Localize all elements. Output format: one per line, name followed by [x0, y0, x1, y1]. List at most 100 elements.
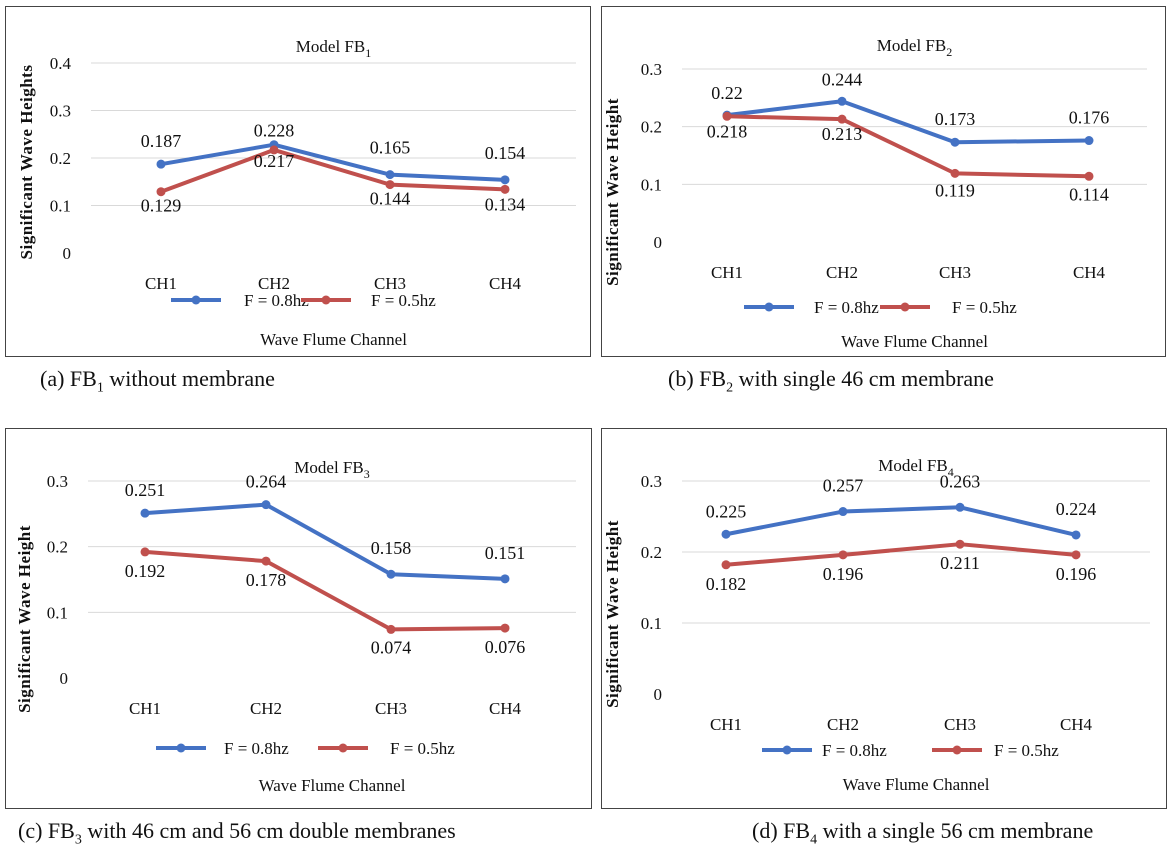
legend-label: F = 0.5hz: [994, 741, 1059, 760]
data-label: 0.154: [485, 143, 526, 163]
data-point: [500, 184, 510, 194]
y-tick-label: 0.3: [641, 472, 662, 491]
legend-label: F = 0.5hz: [390, 739, 455, 758]
data-label: 0.165: [370, 138, 411, 158]
series-line-1: [144, 502, 506, 581]
data-label: 0.264: [246, 472, 287, 492]
x-tick-label: CH2: [258, 274, 290, 293]
data-label: 0.196: [823, 564, 864, 584]
data-point: [721, 560, 731, 570]
data-label: 0.217: [254, 151, 295, 171]
data-point: [500, 623, 510, 633]
x-axis-label: Wave Flume Channel: [259, 776, 406, 795]
data-point: [500, 175, 510, 185]
data-label: 0.22: [711, 83, 743, 103]
data-point: [156, 187, 166, 197]
x-tick-label: CH3: [374, 274, 406, 293]
data-label: 0.119: [935, 180, 975, 200]
data-label: 0.211: [940, 553, 980, 573]
y-tick-label: 0.2: [50, 149, 71, 168]
legend-label: F = 0.8hz: [822, 741, 887, 760]
y-tick-label: 0.2: [47, 538, 68, 557]
x-tick-label: CH4: [1073, 263, 1106, 282]
y-tick-label: 0.1: [641, 175, 662, 194]
x-tick-label: CH2: [826, 263, 858, 282]
data-label: 0.228: [254, 121, 295, 141]
legend-label: F = 0.8hz: [244, 291, 309, 310]
data-point: [261, 556, 271, 566]
data-point: [269, 145, 279, 155]
data-label: 0.151: [485, 543, 526, 563]
legend-marker: [338, 743, 348, 753]
data-label: 0.213: [822, 124, 863, 144]
data-label: 0.196: [1056, 564, 1097, 584]
y-axis-label: Significant Wave Height: [603, 520, 622, 708]
y-axis-label: Significant Wave Height: [603, 98, 622, 286]
x-tick-label: CH3: [375, 699, 407, 718]
data-label: 0.182: [706, 574, 747, 594]
data-label: 0.187: [141, 131, 182, 151]
y-tick-label: 0: [63, 244, 72, 263]
caption-c: (c) FB3 with 46 cm and 56 cm double memb…: [18, 818, 456, 848]
y-tick-label: 0.3: [47, 472, 68, 491]
x-tick-label: CH3: [939, 263, 971, 282]
x-tick-label: CH1: [129, 699, 161, 718]
data-label: 0.218: [707, 121, 748, 141]
data-label: 0.076: [485, 637, 526, 657]
chart-panel-fb4: 0 0.1 0.2 0.3 Model FB4 CH1 CH2 CH3 CH4 Significa…: [601, 428, 1167, 809]
legend-label: F = 0.8hz: [224, 739, 289, 758]
legend-marker: [191, 295, 201, 305]
data-point: [837, 96, 847, 106]
y-tick-label: 0.3: [50, 102, 71, 121]
y-tick-label: 0.1: [50, 197, 71, 216]
data-point: [140, 547, 150, 557]
x-axis-label: Wave Flume Channel: [260, 330, 407, 349]
chart-title: Model FB1: [296, 37, 371, 60]
data-point: [386, 624, 396, 634]
chart-title-subscript: 3: [364, 467, 370, 481]
data-point: [1084, 136, 1094, 146]
y-tick-label: 0.3: [641, 60, 662, 79]
caption-b: (b) FB2 with single 46 cm membrane: [668, 366, 994, 396]
legend-marker: [900, 302, 910, 312]
chart-panel-fb2: 0 0.1 0.2 0.3 Model FB2 CH1 CH2 CH3 CH4 Significa…: [601, 6, 1166, 357]
chart-fb2: 0 0.1 0.2 0.3 Model FB2 CH1 CH2 CH3 CH4 Significa…: [603, 36, 1147, 351]
y-tick-label: 0: [60, 669, 69, 688]
data-point: [837, 114, 847, 124]
chart-title: Model FB3: [294, 458, 369, 481]
y-tick-label: 0.2: [641, 118, 662, 137]
data-point: [156, 159, 166, 169]
data-point: [1071, 530, 1081, 540]
data-point: [838, 550, 848, 560]
data-label: 0.251: [125, 480, 166, 500]
chart-fb3: 0 0.1 0.2 0.3 Model FB3 CH1 CH2 CH3 CH4 Significa…: [15, 458, 576, 795]
data-point: [722, 111, 732, 121]
data-point: [950, 168, 960, 178]
data-point: [385, 170, 395, 180]
y-tick-label: 0.1: [641, 614, 662, 633]
data-label: 0.176: [1069, 108, 1110, 128]
x-tick-label: CH2: [250, 699, 282, 718]
chart-panel-fb3: 0 0.1 0.2 0.3 Model FB3 CH1 CH2 CH3 CH4 Significa…: [5, 428, 592, 809]
data-label: 0.225: [706, 501, 747, 521]
y-tick-label: 0.4: [50, 54, 72, 73]
y-tick-label: 0.1: [47, 603, 68, 622]
data-label: 0.074: [371, 637, 412, 657]
data-label: 0.129: [141, 196, 182, 216]
x-tick-label: CH4: [1060, 715, 1093, 734]
data-label: 0.178: [246, 570, 287, 590]
chart-title: Model FB4: [878, 456, 953, 479]
x-tick-label: CH1: [710, 715, 742, 734]
caption-a: (a) FB1 without membrane: [40, 366, 275, 396]
y-tick-label: 0: [654, 233, 663, 252]
x-tick-label: CH2: [827, 715, 859, 734]
chart-title-subscript: 1: [365, 46, 371, 60]
chart-title-subscript: 2: [946, 45, 952, 59]
chart-panel-fb1: 0 0.1 0.2 0.3 0.4 Model FB1 CH1 CH2 CH3 CH4 Signif…: [5, 6, 591, 357]
data-point: [955, 502, 965, 512]
data-point: [950, 137, 960, 147]
chart-title: Model FB2: [877, 36, 952, 59]
y-tick-label: 0: [654, 685, 663, 704]
y-axis-label: Significant Wave Height: [15, 525, 34, 713]
legend-marker: [321, 295, 331, 305]
